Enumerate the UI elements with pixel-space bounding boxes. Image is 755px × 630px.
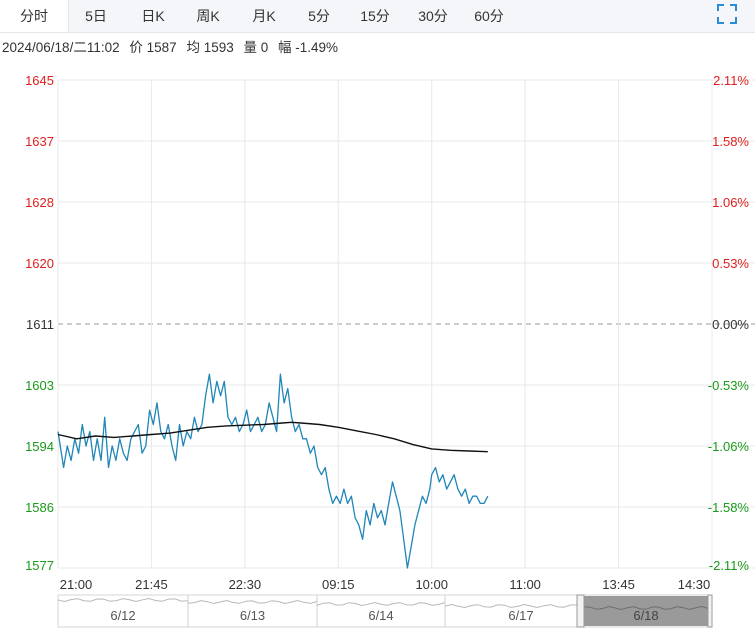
- y-tick-label-percent: 0.53%: [712, 256, 749, 271]
- y-tick-label-price: 1594: [25, 439, 54, 454]
- tab-15min[interactable]: 15分: [360, 8, 390, 24]
- y-tick-label-percent: 1.58%: [712, 134, 749, 149]
- navigator-handle: [707, 594, 713, 628]
- tab-5min[interactable]: 5分: [308, 8, 330, 24]
- price-line: [57, 373, 489, 569]
- tab-60min[interactable]: 60分: [474, 8, 504, 24]
- quote-change: 幅 -1.49%: [278, 40, 339, 55]
- y-tick-label-price: 1637: [25, 134, 54, 149]
- price-axis-labels: 1645 1637 1628 1620 1611 1603 1594 1586 1577: [25, 73, 54, 573]
- quote-volume: 量 0: [243, 40, 269, 55]
- y-tick-label-price: 1586: [25, 500, 54, 515]
- navigator-date-label: 6/12: [110, 608, 135, 623]
- navigator-selected-range: [584, 596, 708, 626]
- navigator-date-label: 6/14: [368, 608, 393, 623]
- quote-average: 均 1593: [186, 40, 234, 55]
- navigator-mini-trace: [316, 601, 446, 607]
- tab-30min[interactable]: 30分: [418, 8, 448, 24]
- x-tick-label: 21:00: [60, 577, 93, 592]
- average-price-line: [57, 421, 488, 453]
- tab-daily-k[interactable]: 日K: [141, 8, 165, 24]
- navigator-handle: [576, 594, 585, 628]
- x-tick-label: 22:30: [229, 577, 262, 592]
- x-tick-label: 11:00: [509, 577, 541, 592]
- x-tick-label: 14:30: [678, 577, 711, 592]
- date-range-navigator[interactable]: 6/12 6/13 6/14 6/17 6/18: [57, 594, 713, 628]
- chart-series: [57, 373, 489, 569]
- quote-price: 价 1587: [129, 40, 177, 55]
- tab-weekly-k[interactable]: 周K: [196, 8, 220, 24]
- y-tick-label-price: 1645: [25, 73, 54, 88]
- tab-intraday[interactable]: 分时: [0, 0, 69, 32]
- chart-grid: [57, 79, 755, 569]
- intraday-chart: 1645 1637 1628 1620 1611 1603 1594 1586 1577 2.1…: [25, 73, 755, 628]
- y-tick-label-percent: -2.11%: [709, 558, 750, 573]
- navigator-date-label: 6/17: [508, 608, 533, 623]
- x-tick-label: 13:45: [602, 577, 635, 592]
- percent-axis-labels: 2.11% 1.58% 1.06% 0.53% 0.00% -0.53% -1.06% -1.…: [708, 73, 750, 573]
- navigator-mini-trace: [444, 603, 577, 609]
- navigator-date-label: 6/18: [633, 608, 658, 623]
- y-tick-label-percent: -1.06%: [708, 439, 750, 454]
- fullscreen-icon[interactable]: [716, 3, 738, 25]
- navigator-mini-trace: [583, 605, 709, 611]
- x-tick-label: 10:00: [415, 577, 448, 592]
- tab-5day[interactable]: 5日: [85, 8, 107, 24]
- tab-monthly-k[interactable]: 月K: [252, 8, 276, 24]
- y-tick-label-percent: 1.06%: [712, 195, 749, 210]
- y-tick-label-price: 1620: [25, 256, 54, 271]
- y-tick-label-price: 1628: [25, 195, 54, 210]
- navigator-date-label: 6/13: [240, 608, 265, 623]
- x-tick-label: 21:45: [135, 577, 168, 592]
- chart-period-tabs: 分时 5日 日K 周K 月K 5分 15分 30分 60分: [0, 0, 755, 33]
- x-tick-label: 09:15: [322, 577, 355, 592]
- navigator-mini-trace: [187, 599, 318, 605]
- y-tick-label-percent: 0.00%: [712, 317, 749, 332]
- y-tick-label-price: 1611: [26, 317, 54, 332]
- y-tick-label-percent: -1.58%: [708, 500, 750, 515]
- navigator-mini-trace: [57, 597, 189, 603]
- y-tick-label-percent: 2.11%: [713, 73, 749, 88]
- y-tick-label-price: 1603: [25, 378, 54, 393]
- y-tick-label-percent: -0.53%: [708, 378, 750, 393]
- quote-info-bar: 2024/06/18/二11:02 价 1587 均 1593 量 0 幅 -1…: [2, 38, 344, 58]
- y-tick-label-price: 1577: [25, 558, 54, 573]
- quote-datetime: 2024/06/18/二11:02: [2, 40, 120, 55]
- time-axis-labels: 21:00 21:45 22:30 09:15 10:00 11:00 13:45 14:30: [60, 577, 711, 592]
